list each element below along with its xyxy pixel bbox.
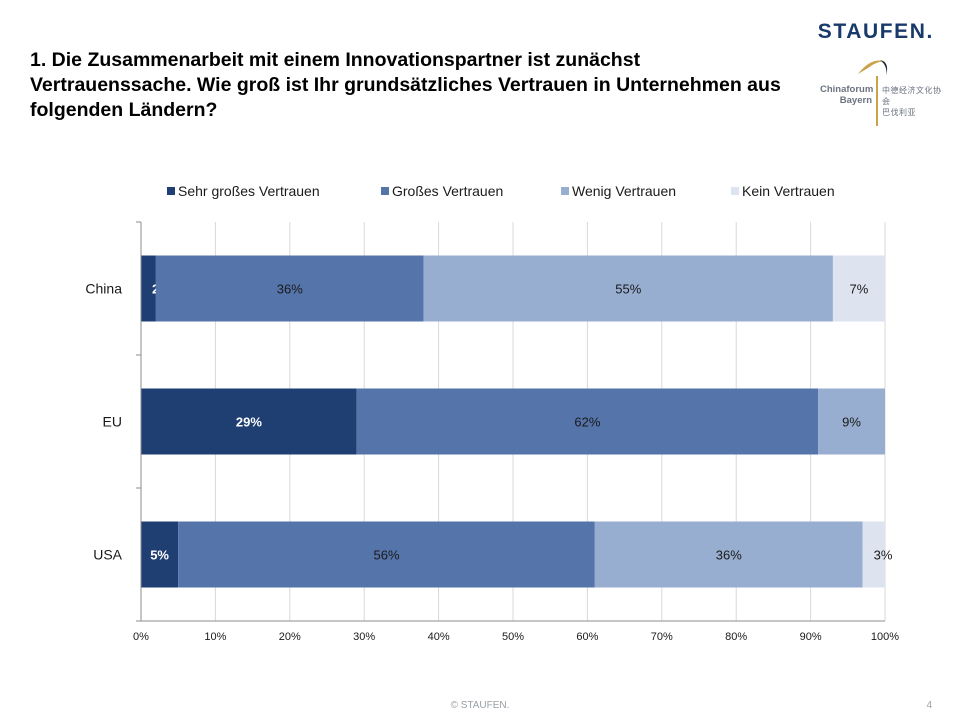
data-label-china-3: 7% [850,282,869,297]
logo-divider [876,76,878,126]
category-label-china: China [85,281,122,297]
category-label-eu: EU [103,414,122,430]
legend-swatch-0 [167,187,175,195]
bar-segment-usa-1 [178,521,595,588]
x-tick-label-6: 60% [576,631,598,643]
bar-segment-china-1 [155,255,424,322]
legend-label-3: Kein Vertrauen [742,183,835,199]
logo-cn-line1: 中德经济文化协会 [882,86,942,106]
data-label-usa-3: 3% [874,548,893,563]
data-label-eu-0: 29% [236,415,262,430]
bar-segment-china-3 [832,255,885,322]
bar-segment-usa-3 [862,521,885,588]
data-label-china-1: 36% [277,282,303,297]
data-label-china-2: 55% [615,282,641,297]
x-tick-label-9: 90% [800,631,822,643]
legend-label-1: Großes Vertrauen [392,183,503,199]
bar-segment-eu-0 [141,388,357,455]
data-label-usa-2: 36% [716,548,742,563]
bar-segment-usa-2 [594,521,863,588]
data-label-usa-1: 56% [374,548,400,563]
data-label-usa-0: 5% [150,548,169,563]
legend-swatch-3 [731,187,739,195]
stacked-bar-chart: Sehr großes Vertrauen Großes Vertrauen Wen… [85,183,899,643]
x-tick-label-2: 20% [279,631,301,643]
x-tick-label-7: 70% [651,631,673,643]
data-label-eu-1: 62% [574,415,600,430]
chinaforum-bayern-logo: Chinaforum Bayern 中德经济文化协会 巴伐利亚 [816,54,946,128]
page-title: 1. Die Zusammenarbeit mit einem Innovati… [30,49,781,121]
chart-legend: Sehr großes Vertrauen Großes Vertrauen Wen… [167,183,835,199]
copyright-footer: © STAUFEN. [450,700,510,711]
x-tick-label-1: 10% [204,631,226,643]
chart-axes: 0% 10% 20% 30% 40% 50% 60% 70% 80% 90% 100% China EU… [85,221,899,643]
legend-label-2: Wenig Vertrauen [572,183,676,199]
logo-text-line2: Bayern [839,95,872,106]
logo-cn-line2: 巴伐利亚 [882,108,916,117]
bar-segment-usa-0 [141,521,179,588]
staufen-logo: STAUFEN. [817,20,934,43]
bar-segment-china-2 [423,255,833,322]
bar-segment-eu-1 [356,388,819,455]
page-number: 4 [926,700,932,711]
legend-label-0: Sehr großes Vertrauen [178,183,320,199]
bar-segment-china-0 [141,255,156,322]
logo-text-line1: Chinaforum [820,84,874,95]
swoosh-icon [858,60,888,76]
x-tick-label-8: 80% [725,631,747,643]
x-tick-label-4: 40% [428,631,450,643]
bar-segment-eu-2 [818,388,885,455]
legend-swatch-1 [381,187,389,195]
x-tick-label-0: 0% [133,631,149,643]
legend-swatch-2 [561,187,569,195]
chart-bars: 2%36%55%7%29%62%9%5%56%36%3% [141,255,893,588]
category-label-usa: USA [93,547,122,563]
x-tick-label-5: 50% [502,631,524,643]
x-tick-label-3: 30% [353,631,375,643]
x-tick-label-10: 100% [871,631,899,643]
data-label-eu-2: 9% [842,415,861,430]
